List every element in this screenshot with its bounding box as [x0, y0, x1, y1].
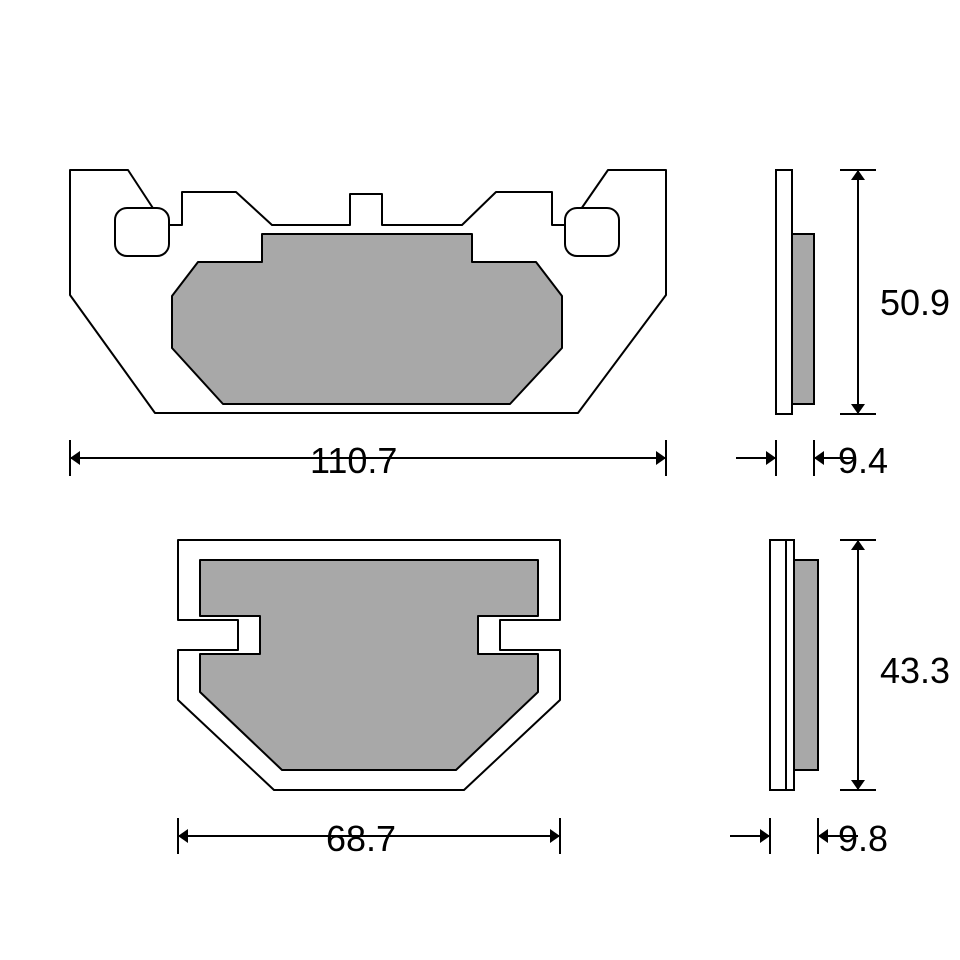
- pad2-height-label: 43.3: [880, 650, 950, 692]
- pad1-thick-label: 9.4: [838, 440, 888, 482]
- pad1-height-label: 50.9: [880, 282, 950, 324]
- diagram-svg: [0, 0, 960, 960]
- pad2-width-label: 68.7: [326, 818, 396, 860]
- pad1-width-label: 110.7: [310, 440, 397, 482]
- diagram-stage: 110.7 50.9 9.4 68.7 43.3 9.8: [0, 0, 960, 960]
- pad2-thick-label: 9.8: [838, 818, 888, 860]
